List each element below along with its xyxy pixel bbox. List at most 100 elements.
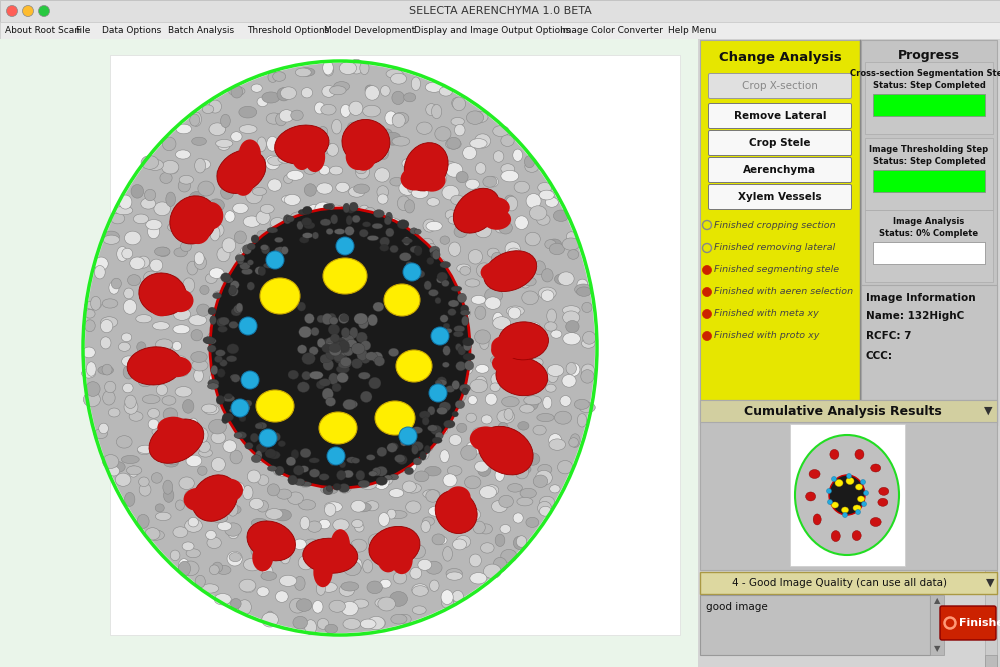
Ellipse shape <box>210 208 470 488</box>
Ellipse shape <box>392 113 405 127</box>
Text: ▼: ▼ <box>986 578 994 588</box>
Ellipse shape <box>316 381 325 389</box>
Ellipse shape <box>425 82 443 92</box>
Ellipse shape <box>508 484 522 492</box>
Ellipse shape <box>360 61 369 75</box>
Ellipse shape <box>162 396 176 405</box>
Ellipse shape <box>460 305 469 313</box>
Ellipse shape <box>452 590 463 602</box>
Ellipse shape <box>380 473 393 485</box>
Ellipse shape <box>162 275 179 287</box>
Ellipse shape <box>481 197 510 218</box>
Ellipse shape <box>463 146 477 159</box>
Ellipse shape <box>380 579 391 588</box>
Ellipse shape <box>409 424 427 433</box>
Ellipse shape <box>493 317 511 329</box>
Ellipse shape <box>562 375 576 388</box>
Ellipse shape <box>322 313 333 325</box>
Ellipse shape <box>243 486 253 500</box>
Ellipse shape <box>412 584 428 596</box>
Ellipse shape <box>184 230 200 243</box>
Ellipse shape <box>346 143 370 170</box>
Ellipse shape <box>302 353 315 364</box>
Ellipse shape <box>577 287 591 296</box>
Ellipse shape <box>260 245 268 250</box>
Ellipse shape <box>454 325 465 332</box>
Ellipse shape <box>133 214 149 223</box>
Ellipse shape <box>222 238 236 253</box>
Ellipse shape <box>323 486 333 495</box>
Ellipse shape <box>567 363 580 376</box>
Ellipse shape <box>210 315 216 325</box>
Ellipse shape <box>284 194 300 205</box>
Ellipse shape <box>384 475 392 480</box>
Text: ▼: ▼ <box>934 644 940 654</box>
Ellipse shape <box>399 253 411 261</box>
Ellipse shape <box>86 382 100 396</box>
Ellipse shape <box>563 311 580 324</box>
Ellipse shape <box>255 451 262 460</box>
Ellipse shape <box>406 429 418 443</box>
Ellipse shape <box>349 101 363 115</box>
Ellipse shape <box>470 380 488 393</box>
Circle shape <box>38 5 50 17</box>
Ellipse shape <box>170 196 217 244</box>
Ellipse shape <box>266 611 275 626</box>
Ellipse shape <box>513 536 526 550</box>
Ellipse shape <box>547 369 558 383</box>
Ellipse shape <box>526 193 541 208</box>
Ellipse shape <box>352 215 360 223</box>
FancyBboxPatch shape <box>790 424 905 566</box>
Ellipse shape <box>348 122 359 130</box>
FancyBboxPatch shape <box>0 22 1000 39</box>
Ellipse shape <box>189 191 204 205</box>
Ellipse shape <box>334 229 345 234</box>
Ellipse shape <box>358 319 368 329</box>
Ellipse shape <box>410 568 422 579</box>
Ellipse shape <box>515 216 528 229</box>
Ellipse shape <box>163 480 173 494</box>
Ellipse shape <box>323 360 334 370</box>
Ellipse shape <box>265 449 276 458</box>
Ellipse shape <box>448 309 456 315</box>
Ellipse shape <box>221 114 230 127</box>
Ellipse shape <box>273 464 282 476</box>
Ellipse shape <box>475 163 486 174</box>
Ellipse shape <box>545 197 558 207</box>
Ellipse shape <box>446 163 463 177</box>
Ellipse shape <box>443 275 454 287</box>
Ellipse shape <box>280 87 297 99</box>
Ellipse shape <box>478 426 533 475</box>
Ellipse shape <box>227 270 244 283</box>
Ellipse shape <box>138 376 152 387</box>
Ellipse shape <box>265 155 280 170</box>
Ellipse shape <box>415 270 428 281</box>
Ellipse shape <box>389 510 407 519</box>
Ellipse shape <box>82 347 95 358</box>
Ellipse shape <box>278 155 292 163</box>
Ellipse shape <box>291 450 299 459</box>
Ellipse shape <box>334 354 345 362</box>
Text: Crop Stele: Crop Stele <box>749 138 811 148</box>
Circle shape <box>702 331 712 340</box>
Ellipse shape <box>115 206 133 215</box>
Ellipse shape <box>390 177 404 186</box>
Ellipse shape <box>152 321 169 330</box>
Ellipse shape <box>323 61 333 75</box>
Text: File: File <box>75 26 90 35</box>
Ellipse shape <box>377 552 387 566</box>
Ellipse shape <box>144 271 160 283</box>
Ellipse shape <box>245 442 253 450</box>
Ellipse shape <box>247 282 255 290</box>
Ellipse shape <box>289 598 306 613</box>
Ellipse shape <box>450 388 466 403</box>
Ellipse shape <box>328 324 340 335</box>
Ellipse shape <box>321 582 337 592</box>
FancyBboxPatch shape <box>708 131 852 155</box>
Ellipse shape <box>445 328 452 334</box>
Ellipse shape <box>119 195 132 209</box>
Ellipse shape <box>448 300 459 307</box>
Ellipse shape <box>460 310 470 315</box>
Ellipse shape <box>492 252 503 263</box>
Ellipse shape <box>327 313 336 321</box>
